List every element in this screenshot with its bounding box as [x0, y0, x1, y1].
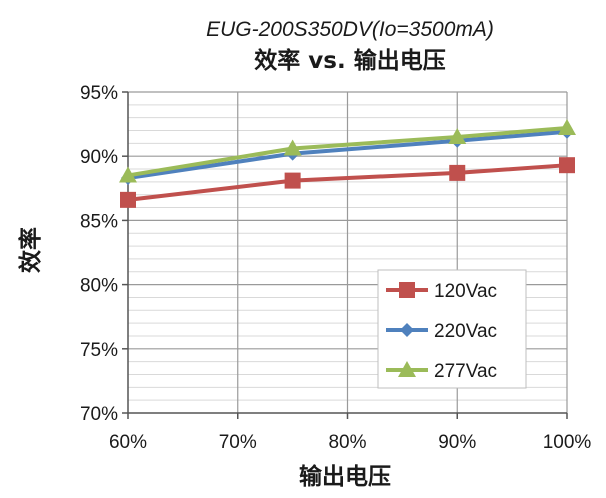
- y-tick-label: 80%: [80, 276, 118, 297]
- legend-entry-220vac: 220Vac: [386, 321, 497, 342]
- legend-marker-220vac: [400, 323, 414, 337]
- x-tick-label: 90%: [438, 432, 476, 453]
- legend-label-220vac: 220Vac: [434, 321, 497, 342]
- y-axis-title: 效率: [17, 227, 44, 273]
- chart-title: 效率 vs. 输出电压: [254, 47, 445, 74]
- series-line-220vac: [127, 129, 568, 181]
- legend-marker-277vac: [398, 361, 416, 377]
- data-point-120vac: [284, 172, 301, 189]
- y-tick-label: 75%: [80, 340, 118, 361]
- legend-label-277vac: 277Vac: [434, 361, 497, 382]
- axes: 70% 75% 80% 85% 90% 95% 60% 70% 80% 90% 100%: [80, 83, 591, 453]
- chart-subtitle: EUG-200S350DV(Io=3500mA): [206, 18, 494, 41]
- y-tick-label: 95%: [80, 83, 118, 104]
- legend-label-120vac: 120Vac: [434, 281, 497, 302]
- data-point-277vac: [448, 127, 467, 144]
- data-point-120vac: [559, 157, 575, 174]
- y-tick-label: 70%: [80, 404, 118, 425]
- legend-entry-277vac: 277Vac: [386, 361, 497, 382]
- series-120vac: [120, 157, 575, 208]
- series-layer: [119, 118, 576, 208]
- x-tick-label: 70%: [219, 432, 257, 453]
- x-tick-label: 60%: [109, 432, 147, 453]
- series-277vac: [119, 118, 576, 183]
- data-point-277vac: [119, 166, 137, 183]
- data-point-277vac: [283, 139, 302, 156]
- series-line-277vac: [127, 125, 568, 178]
- legend: 120Vac 220Vac 277Vac: [377, 269, 527, 389]
- data-point-120vac: [449, 164, 466, 181]
- x-axis-title: 输出电压: [299, 463, 391, 490]
- series-line-120vac: [127, 163, 568, 202]
- data-point-277vac: [558, 118, 576, 135]
- x-tick-label: 80%: [328, 432, 366, 453]
- y-tick-label: 90%: [80, 147, 118, 168]
- data-point-120vac: [120, 191, 136, 208]
- legend-marker-120vac: [399, 282, 415, 298]
- x-tick-label: 100%: [543, 432, 592, 453]
- legend-entry-120vac: 120Vac: [386, 281, 497, 302]
- y-tick-label: 85%: [80, 211, 118, 232]
